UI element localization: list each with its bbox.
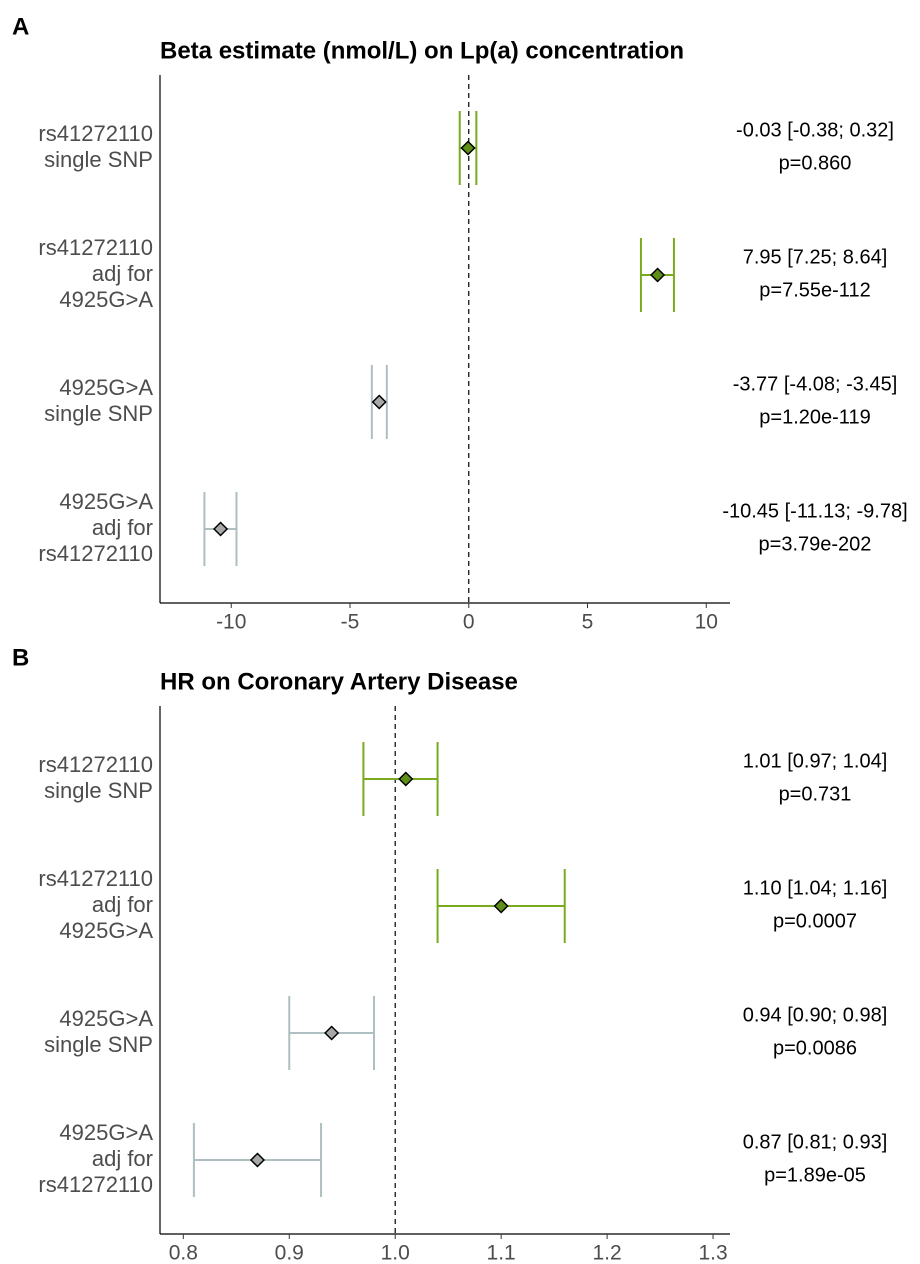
- row-label: 4925G>A: [59, 375, 153, 400]
- row-label: 4925G>A: [59, 287, 153, 312]
- row-label: single SNP: [44, 147, 153, 172]
- chart-title: HR on Coronary Artery Disease: [160, 668, 518, 695]
- x-tick-label: 1.3: [698, 1242, 727, 1264]
- estimate-marker: [249, 1152, 266, 1168]
- row-label: single SNP: [44, 778, 153, 803]
- estimate-label: -10.45 [-11.13; -9.78]: [722, 500, 907, 522]
- x-tick-label: 1.1: [487, 1242, 516, 1264]
- estimate-marker: [213, 521, 229, 537]
- row-label: 4925G>A: [59, 918, 153, 943]
- estimate-label: -0.03 [-0.38; 0.32]: [736, 119, 894, 141]
- row-label: 4925G>A: [59, 489, 153, 514]
- x-tick-label: 1.2: [592, 1242, 621, 1264]
- estimate-label: 1.01 [0.97; 1.04]: [743, 750, 888, 772]
- x-tick-label: 0.8: [169, 1242, 198, 1264]
- p-value-label: p=0.0086: [773, 1037, 857, 1059]
- row-label: 4925G>A: [59, 1006, 153, 1031]
- p-value-label: p=1.89e-05: [764, 1164, 866, 1186]
- row-label: rs41272110: [38, 541, 153, 566]
- row-label: adj for: [92, 1146, 153, 1171]
- x-tick-label: -10: [216, 611, 246, 634]
- estimate-label: 0.94 [0.90; 0.98]: [743, 1004, 888, 1026]
- estimate-marker: [650, 267, 666, 283]
- p-value-label: p=0.860: [779, 152, 852, 174]
- p-value-label: p=0.731: [779, 783, 852, 805]
- estimate-marker: [324, 1025, 340, 1041]
- estimate-marker: [493, 898, 509, 914]
- row-label: adj for: [92, 515, 153, 540]
- row-label: rs41272110: [38, 1172, 153, 1197]
- estimate-label: 0.87 [0.81; 0.93]: [743, 1131, 888, 1153]
- p-value-label: p=7.55e-112: [759, 279, 870, 301]
- row-label: adj for: [92, 892, 153, 917]
- x-tick-label: 0: [463, 611, 475, 634]
- row-label: rs41272110: [38, 752, 153, 777]
- estimate-marker: [371, 394, 387, 410]
- x-tick-label: 10: [695, 611, 718, 634]
- estimate-label: 7.95 [7.25; 8.64]: [743, 246, 888, 268]
- row-label: rs41272110: [38, 235, 153, 260]
- x-tick-label: 1.0: [381, 1242, 410, 1264]
- estimate-label: 1.10 [1.04; 1.16]: [743, 877, 888, 899]
- chart-title: Beta estimate (nmol/L) on Lp(a) concentr…: [160, 37, 684, 64]
- p-value-label: p=3.79e-202: [759, 533, 872, 555]
- x-tick-label: -5: [341, 611, 360, 634]
- panel-label: B: [12, 644, 29, 671]
- p-value-label: p=1.20e-119: [759, 406, 870, 428]
- x-tick-label: 5: [582, 611, 594, 634]
- estimate-marker: [460, 140, 476, 156]
- x-tick-label: 0.9: [275, 1242, 304, 1264]
- row-label: rs41272110: [38, 121, 153, 146]
- row-label: adj for: [92, 261, 153, 286]
- row-label: single SNP: [44, 1032, 153, 1057]
- estimate-marker: [398, 771, 414, 787]
- row-label: rs41272110: [38, 866, 153, 891]
- row-label: single SNP: [44, 401, 153, 426]
- panel-label: A: [12, 13, 29, 40]
- p-value-label: p=0.0007: [773, 910, 857, 932]
- row-label: 4925G>A: [59, 1120, 153, 1145]
- estimate-label: -3.77 [-4.08; -3.45]: [733, 373, 898, 395]
